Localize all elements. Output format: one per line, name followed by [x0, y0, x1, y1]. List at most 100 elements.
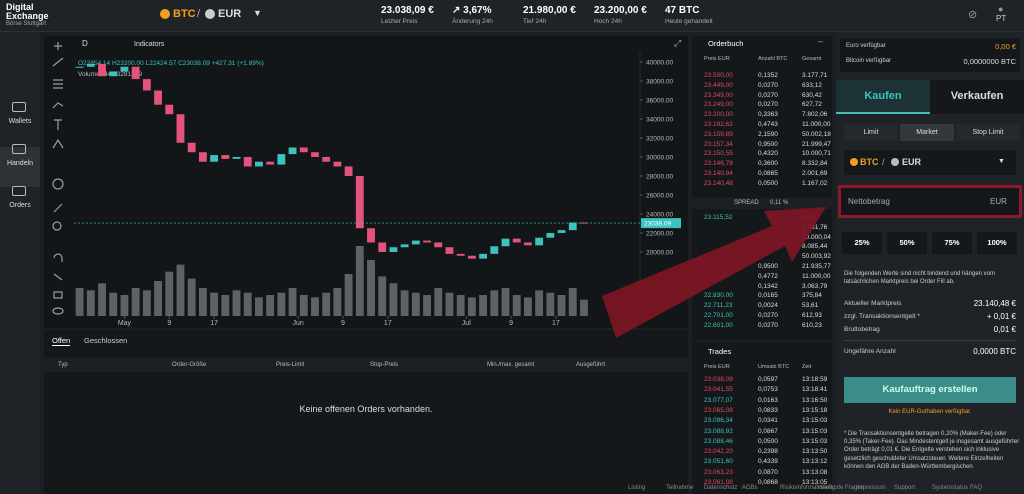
note: Die folgenden Werte sind nicht bindend u… — [844, 271, 995, 285]
y-tick-label: 28000.00 — [646, 173, 673, 180]
orders-tab[interactable]: Offen — [52, 336, 71, 346]
orders-column: Order-Größe — [172, 362, 207, 368]
table-cell: 0,4320 — [758, 150, 778, 158]
drawing-tools[interactable] — [52, 42, 64, 315]
table-cell: 0,3363 — [758, 111, 778, 119]
side-tab[interactable]: Kaufen — [836, 80, 930, 114]
table-cell: 22.701,00 — [704, 312, 733, 319]
stat-value: 21.980,00 € — [523, 5, 576, 16]
dropdown-caret[interactable]: ▼ — [253, 8, 262, 18]
footer-link[interactable]: Impressum — [856, 485, 886, 491]
interval[interactable]: D — [82, 39, 88, 48]
percent-button[interactable]: 75% — [932, 232, 972, 254]
orders-header-bg — [44, 358, 688, 372]
table-cell: 8.085,44 — [802, 243, 828, 251]
footer-link[interactable]: Risikoinformationen — [780, 485, 833, 491]
candle — [501, 238, 510, 247]
volume-bar — [109, 292, 118, 316]
sidebar-label[interactable]: Wallets — [8, 118, 32, 125]
spread-bg — [692, 198, 832, 209]
pair-base: BTC — [860, 157, 879, 167]
footer-link[interactable]: Datenschutz — [704, 485, 738, 491]
pair-quote[interactable]: EUR — [218, 8, 242, 20]
table-cell: 22.830,00 — [704, 292, 733, 300]
footer-link[interactable]: Häufigste Fragen — [818, 485, 865, 491]
candle — [557, 230, 566, 233]
table-cell: 2.001,69 — [802, 170, 828, 177]
footer-link[interactable]: FAQ — [970, 485, 983, 491]
volume-bar — [479, 295, 488, 316]
pair-sep: / — [197, 8, 201, 20]
submit-button[interactable]: Kaufauftrag erstellen — [844, 377, 1016, 403]
amount-input[interactable] — [838, 185, 1022, 218]
pair-select[interactable] — [844, 150, 1016, 175]
table-cell: 3.177,71 — [802, 72, 828, 79]
volume-bar — [120, 295, 129, 316]
user-initials[interactable]: PT — [996, 14, 1007, 23]
volume-bar — [535, 290, 544, 316]
candle — [355, 175, 364, 229]
volume-bar — [86, 290, 95, 316]
sidebar-label[interactable]: Handeln — [6, 160, 34, 167]
table-cell: 3.063,79 — [802, 282, 828, 290]
table-cell: 11.000,00 — [802, 121, 831, 128]
table-cell: 23.063,23 — [704, 468, 733, 476]
volume-bar — [490, 290, 499, 316]
table-cell: 0,0165 — [758, 292, 778, 300]
panel-collapse[interactable]: – — [818, 36, 824, 46]
volume-bar — [277, 292, 286, 316]
y-tick-label: 20000.00 — [646, 249, 673, 256]
volume-bar — [243, 292, 252, 316]
table-cell: 23.088,92 — [704, 427, 733, 435]
table-cell: 0,4339 — [758, 458, 778, 466]
spread-value: 0,11 % — [770, 200, 789, 206]
table-cell: 23.150,55 — [704, 150, 733, 158]
percent-button[interactable]: 50% — [887, 232, 927, 254]
table-cell: 50.003,92 — [802, 253, 831, 261]
volume-bar — [266, 295, 275, 316]
orders-tab[interactable]: Geschlossen — [84, 336, 128, 345]
candle — [98, 63, 106, 77]
bell-icon[interactable]: ⊘ — [968, 9, 978, 21]
sidebar-icon — [12, 102, 26, 112]
table-cell: 23.065,08 — [704, 406, 733, 414]
order-type[interactable]: Limit — [844, 124, 898, 141]
volume-bar — [154, 281, 162, 316]
candle — [523, 242, 532, 246]
indicators[interactable]: Indicators — [134, 41, 165, 48]
x-tick-label: 17 — [210, 320, 218, 327]
table-cell: 630,42 — [802, 91, 822, 99]
pair-base[interactable]: BTC — [173, 8, 196, 20]
sidebar-label[interactable]: Orders — [9, 202, 31, 209]
volume-label: Volume — [78, 71, 100, 78]
footer: Listing Teilnahme Datenschutz AGBs Risikoinf… — [0, 485, 1024, 494]
order-type[interactable]: Stop Limit — [956, 124, 1020, 141]
fullscreen[interactable]: ⤢ — [673, 38, 681, 48]
candle — [367, 228, 375, 243]
table-cell: 1.167,02 — [802, 179, 828, 187]
footer-link[interactable]: Teilnahme — [666, 485, 694, 491]
volume-bar — [232, 290, 241, 316]
percent-button[interactable]: 100% — [977, 232, 1017, 254]
candle — [210, 155, 219, 162]
user-icon[interactable]: ● — [998, 4, 1004, 14]
footer-link[interactable]: Listing — [628, 485, 646, 491]
candle — [176, 114, 185, 143]
table-cell: 23.146,78 — [704, 160, 733, 168]
trades-column: Preis EUR — [704, 364, 730, 370]
table-cell: 23.096,34 — [704, 417, 733, 425]
logo: Digital — [6, 2, 34, 12]
footer-link[interactable]: Support — [894, 485, 916, 491]
footer-link[interactable]: Systemstatus — [932, 485, 969, 491]
volume-bar — [434, 288, 443, 316]
table-cell: 7.802,06 — [802, 111, 828, 119]
y-tick-label: 24000.00 — [646, 211, 673, 218]
order-type[interactable]: Market — [900, 124, 954, 141]
percent-button[interactable]: 25% — [842, 232, 882, 254]
table-cell: 23.077,07 — [704, 396, 733, 404]
side-tab[interactable]: Verkaufen — [930, 80, 1024, 114]
trades-title: Trades — [708, 347, 732, 356]
volume-bar — [568, 288, 577, 316]
eur-icon — [205, 9, 215, 19]
footer-link[interactable]: AGBs — [742, 485, 758, 491]
